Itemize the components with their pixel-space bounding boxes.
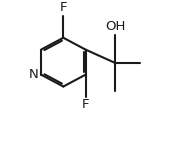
Text: F: F	[82, 98, 89, 111]
Text: F: F	[60, 1, 67, 14]
Text: N: N	[28, 68, 38, 81]
Text: OH: OH	[105, 20, 125, 33]
